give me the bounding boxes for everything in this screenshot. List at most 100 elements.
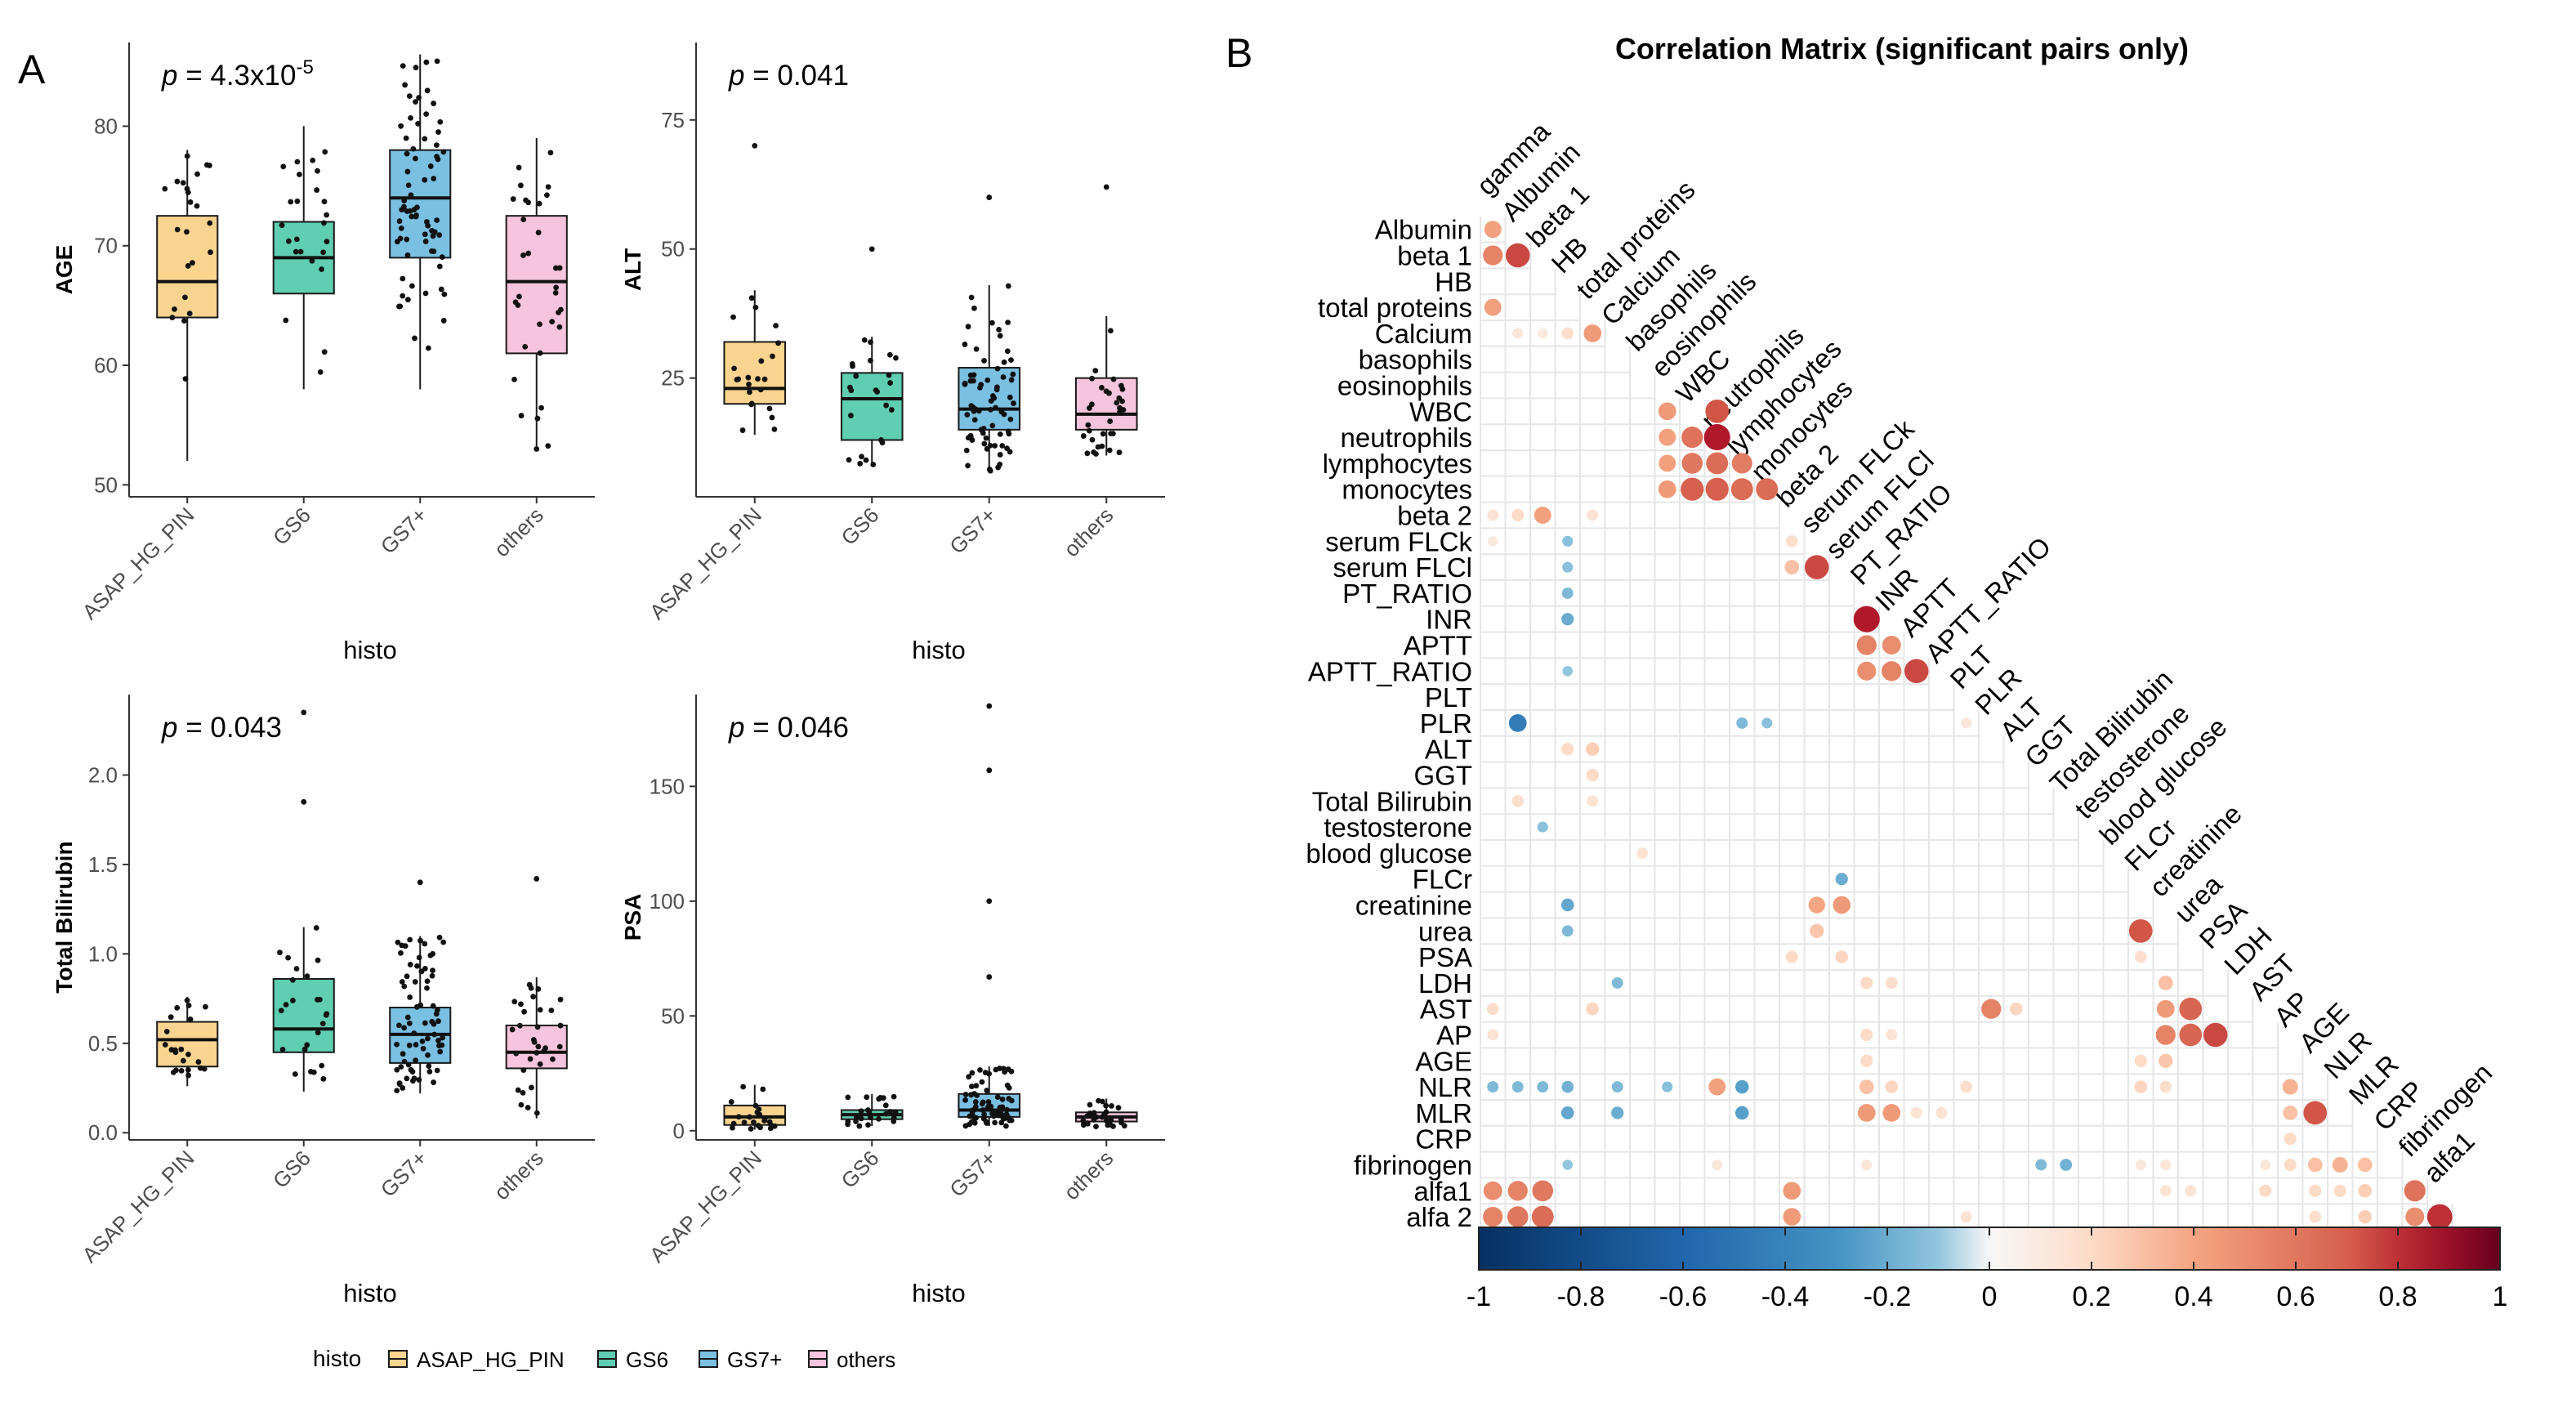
corr-dot	[1730, 478, 1753, 501]
data-point	[534, 1110, 540, 1116]
data-point	[317, 369, 324, 375]
data-point	[324, 239, 330, 245]
data-point	[518, 1101, 525, 1108]
corr-dot	[1712, 1159, 1723, 1171]
corr-dot	[1857, 661, 1877, 681]
data-point	[746, 381, 752, 387]
data-point	[984, 1088, 990, 1093]
y-tick-label: 50	[94, 472, 118, 497]
data-point	[408, 283, 415, 289]
data-point	[845, 1119, 851, 1125]
data-point	[757, 1111, 763, 1118]
data-point	[440, 939, 447, 945]
data-point	[172, 306, 177, 312]
data-point	[285, 954, 291, 961]
corr-dot	[1586, 742, 1600, 756]
data-point	[401, 198, 408, 203]
row-label: CRP	[1415, 1124, 1472, 1155]
data-point	[866, 1109, 873, 1115]
data-point	[397, 303, 404, 310]
data-point	[988, 1103, 994, 1110]
data-point	[1004, 348, 1011, 355]
data-point	[512, 299, 519, 306]
data-point	[185, 1052, 191, 1057]
y-tick-label: 150	[650, 774, 685, 798]
data-point	[429, 972, 435, 979]
corr-dot	[2160, 1159, 2172, 1171]
corr-dot	[1486, 1003, 1499, 1016]
data-point	[972, 1099, 979, 1105]
corr-dot	[2035, 1159, 2047, 1171]
data-point	[882, 1102, 889, 1109]
data-point	[545, 443, 551, 449]
data-point	[319, 1062, 325, 1069]
data-point	[1085, 422, 1092, 428]
corr-dot	[1583, 324, 1602, 342]
data-point	[172, 1047, 178, 1053]
legend-label-GS6: GS6	[626, 1347, 668, 1372]
age-boxplot: 50 60 70 80 ASAP_HG_PIN GS6 GS7+ others histo AGE…	[51, 42, 595, 664]
data-point	[845, 1094, 851, 1101]
data-point	[968, 1092, 974, 1098]
data-point	[880, 1095, 886, 1101]
data-point	[974, 1093, 980, 1098]
row-label: AST	[1420, 994, 1472, 1025]
data-point	[412, 335, 417, 342]
data-point	[170, 1069, 176, 1075]
data-point	[1099, 385, 1105, 391]
data-point	[552, 289, 559, 296]
row-label: LDH	[1418, 968, 1472, 999]
data-point	[891, 1115, 897, 1121]
data-point	[518, 1001, 524, 1008]
data-point	[973, 1083, 980, 1089]
p-value: p = 0.043	[161, 712, 282, 744]
corr-dot	[1483, 1206, 1503, 1227]
data-point	[853, 1118, 859, 1124]
data-point	[435, 1018, 441, 1025]
y-tick-label: 80	[94, 114, 118, 138]
corr-dot	[2284, 1133, 2297, 1146]
data-point	[854, 1114, 859, 1120]
corr-dot	[1511, 794, 1525, 807]
corr-title: Correlation Matrix (significant pairs on…	[1615, 32, 2189, 65]
p-value: p = 4.3x10-5	[161, 56, 314, 92]
corr-dot	[1853, 605, 1880, 632]
corr-dot	[1483, 245, 1503, 266]
data-point	[535, 986, 542, 992]
data-point	[419, 1038, 426, 1044]
data-point	[516, 293, 522, 300]
data-point	[1008, 377, 1015, 383]
data-point	[1095, 444, 1101, 450]
corr-dot	[2060, 1159, 2073, 1171]
data-point	[1004, 445, 1010, 451]
row-label: AGE	[1415, 1046, 1472, 1076]
data-point	[431, 1079, 436, 1085]
corr-dot	[1484, 298, 1502, 316]
y-tick-label: 1.0	[88, 941, 118, 966]
data-point	[987, 467, 993, 474]
data-point	[195, 1059, 202, 1065]
data-point	[431, 176, 437, 181]
data-point	[980, 1107, 986, 1113]
data-point	[436, 232, 443, 239]
data-point	[186, 311, 193, 317]
data-point	[203, 162, 210, 168]
corr-dot	[2404, 1180, 2426, 1202]
data-point	[406, 1042, 413, 1048]
data-point	[752, 304, 759, 311]
data-point	[999, 443, 1006, 449]
data-point	[520, 252, 526, 258]
data-point	[999, 1096, 1006, 1102]
data-point	[422, 941, 428, 947]
data-point	[310, 157, 316, 163]
data-point	[543, 192, 550, 199]
data-point	[423, 111, 430, 118]
corr-dot	[2203, 1022, 2228, 1048]
corr-dot	[1587, 509, 1599, 521]
data-point	[518, 182, 524, 189]
y-tick-label: 70	[94, 234, 118, 258]
data-point	[404, 297, 411, 303]
data-point	[967, 1121, 972, 1128]
data-point	[981, 358, 987, 364]
data-point	[404, 1014, 411, 1021]
